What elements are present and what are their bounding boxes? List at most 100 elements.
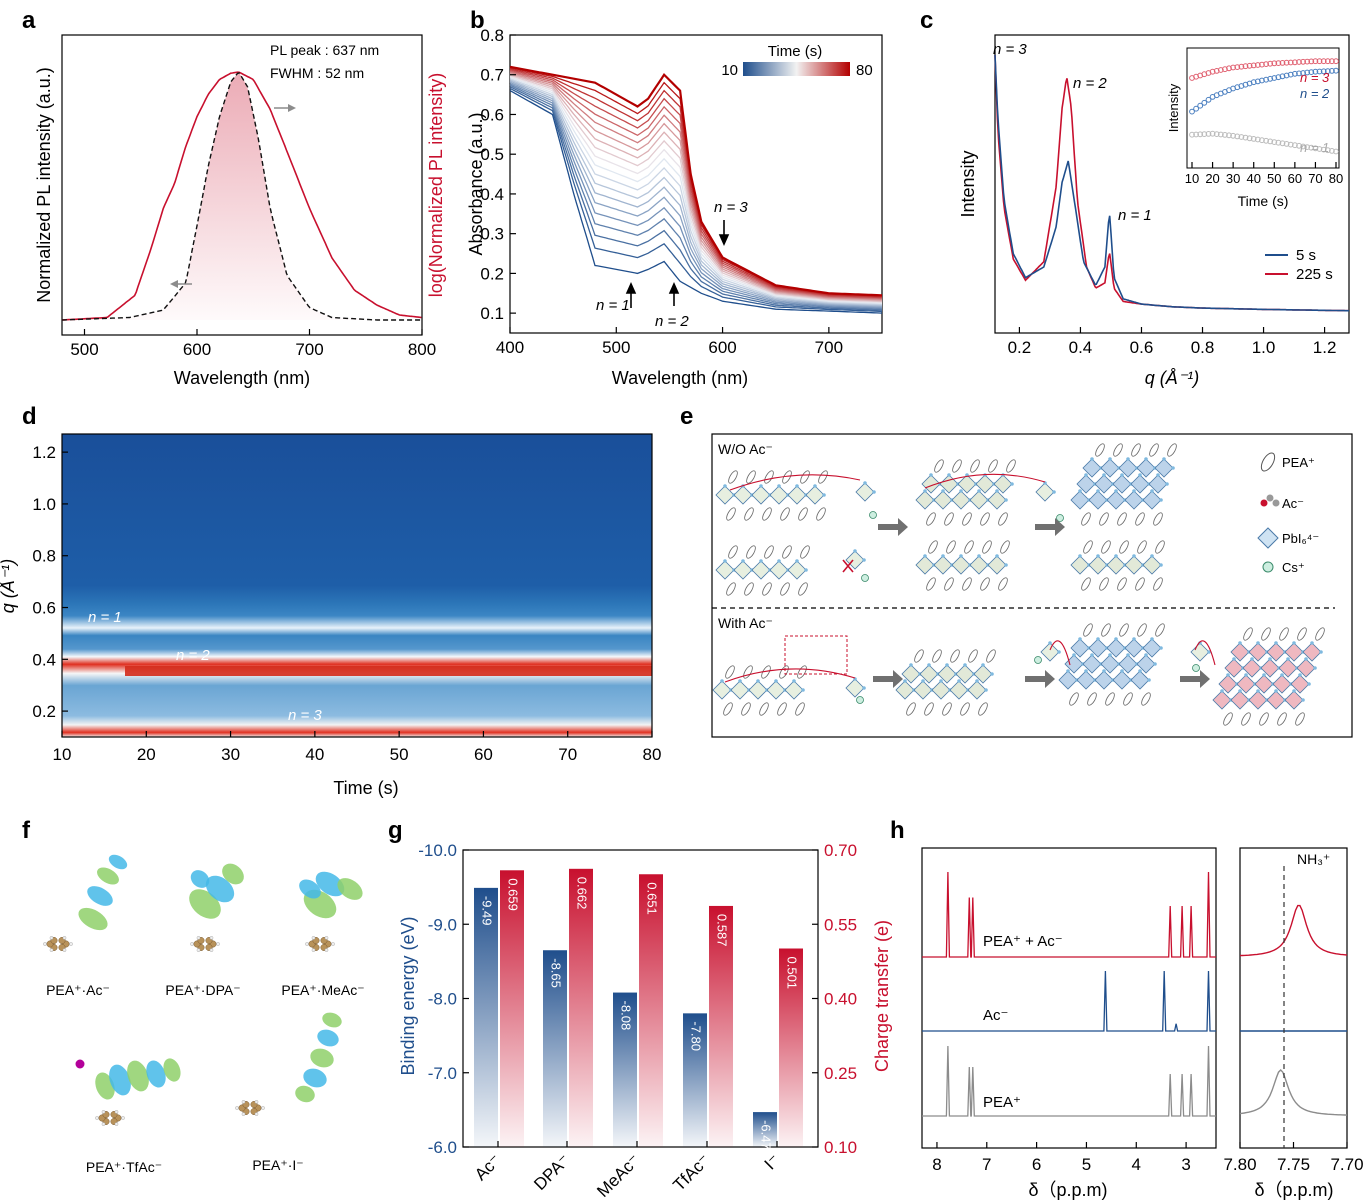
panel-g-y-ticks-left: -10.0 -9.0 -8.0 -7.0 -6.0 [418, 841, 469, 1157]
octahedron [1254, 674, 1274, 694]
hydrogen-atom [311, 948, 316, 952]
panel-h-xtick-3: 3 [1181, 1155, 1190, 1174]
iodide [723, 559, 727, 563]
panel-c-inset-point [1333, 148, 1339, 155]
octahedron [1266, 642, 1286, 662]
pea-molecule [932, 649, 942, 663]
pea-molecule [1297, 627, 1307, 641]
panel-letter-d: d [22, 403, 37, 430]
panel-c-inset-point [1279, 73, 1286, 80]
pea-molecule [782, 545, 792, 559]
octahedron [715, 560, 735, 580]
panel-h-x-ticks: 8 7 6 5 4 3 7.80 7.75 7.70 [932, 1142, 1364, 1174]
iodide [1250, 657, 1254, 661]
iodide [1292, 689, 1296, 693]
panel-h-nh3-peak-pea [1239, 1068, 1348, 1116]
panel-c-inset-point [1308, 144, 1315, 151]
panel-c-inset-point [1197, 102, 1204, 109]
pea-molecule [1117, 512, 1127, 526]
iodide [1090, 457, 1094, 461]
pea-molecule [728, 470, 738, 484]
panel-h-label-ac: Ac⁻ [983, 1007, 1008, 1024]
hydrogen-atom [95, 1116, 99, 1120]
panel-c-inset-point [1275, 60, 1282, 66]
panel-c-inset-point [1246, 62, 1253, 69]
pea-molecule [928, 540, 938, 554]
iodide [1244, 673, 1248, 677]
panel-g-bar-charge-4 [779, 948, 803, 1147]
panel-c-inset-point [1193, 131, 1199, 138]
panel-g-bar-binding-1 [543, 950, 567, 1147]
panel-c-legend-5s: 5 s [1296, 247, 1316, 264]
iodide [1162, 457, 1166, 461]
octahedron [951, 555, 971, 575]
orbital-lobe [317, 1029, 339, 1047]
panel-b-colorbar: Time (s) 10 80 [721, 43, 872, 79]
octahedron [951, 490, 971, 510]
iodide [1102, 473, 1106, 477]
panel-a-shaded-area [62, 73, 422, 321]
hydrogen-atom [190, 942, 194, 946]
panel-c-inset-xtick-40: 40 [1246, 171, 1260, 186]
octahedron [1035, 482, 1055, 502]
octahedron [1070, 555, 1090, 575]
octahedron [1136, 654, 1156, 674]
panel-b-ytick-0.7: 0.7 [480, 66, 504, 85]
orbital-lobe [109, 1064, 131, 1096]
pea-molecule [798, 582, 808, 596]
orbital-lobe [322, 1012, 342, 1028]
octahedron [1124, 638, 1144, 658]
octahedron [1130, 670, 1150, 690]
iodide [1256, 641, 1260, 645]
pea-molecule [998, 577, 1008, 591]
pea-molecule [1101, 540, 1111, 554]
iodide [947, 473, 951, 477]
pea-molecule [1279, 627, 1289, 641]
octahedron [993, 474, 1013, 494]
panel-c-inset-point [1287, 141, 1294, 148]
pea-molecule [723, 702, 733, 716]
panel-b-curve-3 [509, 84, 882, 310]
panel-g-bar-charge-3 [709, 905, 733, 1147]
panel-b-curve-17 [509, 68, 883, 298]
panel-g-xtick: TfAc⁻ [669, 1150, 713, 1194]
iodide [1078, 554, 1082, 558]
cs-ion [856, 696, 864, 704]
iodide [1048, 641, 1052, 645]
octahedron [1260, 658, 1280, 678]
panel-h-xtick-6: 6 [1032, 1155, 1041, 1174]
panel-b-curve-9 [509, 76, 883, 304]
panel-h-xtick-right-7.80: 7.80 [1223, 1155, 1256, 1174]
panel-d-label-n3: n = 3 [288, 707, 322, 724]
panel-c-inset-point [1308, 58, 1315, 65]
panel-d: 10 20 30 40 50 60 70 80 0.2 0.4 0.6 0.8 1.0 1.2 Time… [0, 433, 661, 798]
octahedron [1106, 555, 1126, 575]
panel-g-bar-binding-label-3: -7.80 [689, 1021, 704, 1051]
iodide [1078, 637, 1082, 641]
iodide [1138, 669, 1142, 673]
panel-g-bar-binding-label-0: -9.49 [480, 896, 495, 926]
orbital-lobe [146, 1060, 166, 1088]
pea-molecule [1095, 443, 1105, 457]
panel-c-inset-ylabel: Intensity [1166, 83, 1181, 132]
octahedron [1284, 642, 1304, 662]
iodide [1114, 637, 1118, 641]
hydrogen-atom [196, 936, 201, 940]
pea-molecule [960, 702, 970, 716]
panel-g-bar-charge-1 [569, 868, 593, 1147]
octahedron [712, 680, 732, 700]
iodide [1304, 657, 1308, 661]
panel-b-label-n1: n = 1 [596, 297, 630, 314]
octahedron [1148, 474, 1168, 494]
iodide [792, 679, 796, 683]
orbital-lobe [222, 863, 244, 885]
panel-a-series-normalized [61, 72, 422, 321]
iodide [939, 679, 943, 683]
benzene-ring [235, 1100, 265, 1116]
panel-d-xlabel: Time (s) [333, 778, 398, 798]
panel-c-curves [994, 54, 1349, 312]
pea-molecule [726, 582, 736, 596]
octahedron [1142, 638, 1162, 658]
panel-c-inset-point [1275, 74, 1282, 81]
panel-c-inset-xlabel: Time (s) [1238, 193, 1289, 209]
